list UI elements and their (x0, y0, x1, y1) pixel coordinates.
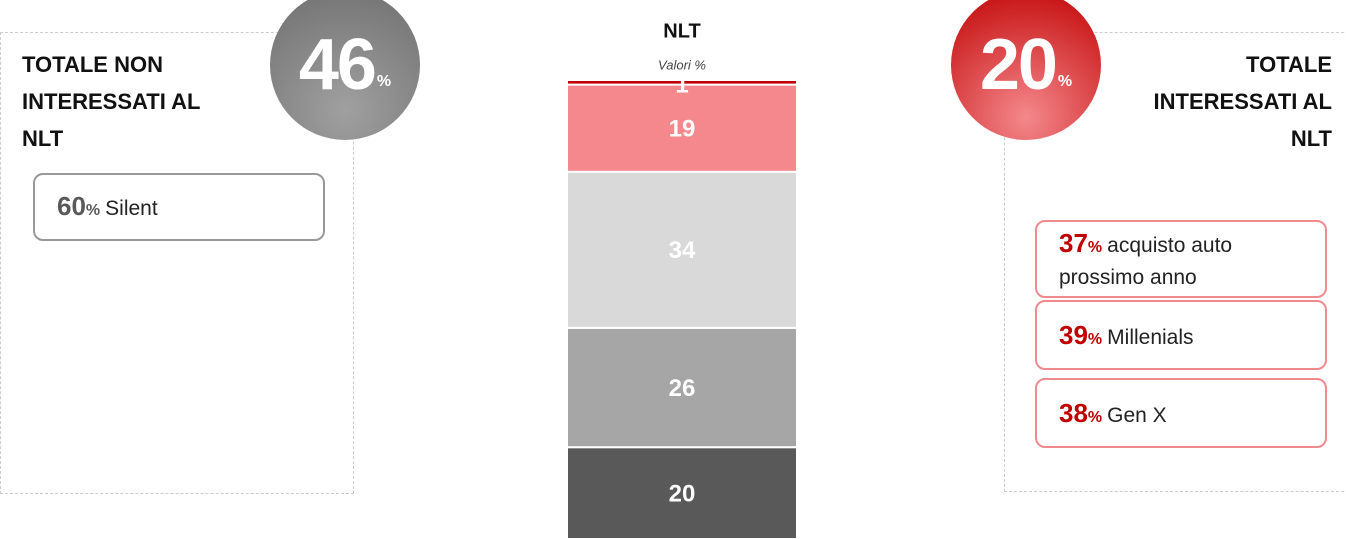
right-item: 38% Gen X (1035, 378, 1327, 448)
right-item: 39% Millenials (1035, 300, 1327, 370)
bar-segment (566, 170, 798, 329)
data-label: 26 (669, 375, 696, 402)
item-label: Millenials (1107, 326, 1194, 349)
item-unit: % (1087, 331, 1103, 348)
chart-title: NLT (663, 20, 700, 42)
left-heading: TOTALE NON INTERESSATI AL NLT (22, 52, 201, 151)
item-value: 38 (1059, 398, 1088, 428)
left-panel (0, 32, 354, 494)
right-circle: 20% (951, 0, 1101, 140)
bar-segment (566, 79, 798, 86)
data-label: 20 (669, 480, 696, 507)
right-heading: TOTALE INTERESSATI AL NLT (1153, 52, 1332, 151)
item-unit: % (1087, 239, 1103, 256)
item-label: acquisto auto prossimo anno (1059, 234, 1233, 289)
bar-segment (566, 446, 798, 539)
item-value: 39 (1059, 320, 1088, 350)
left-item: 60% Silent (33, 173, 325, 241)
bar-segment (566, 83, 798, 173)
item-label: Gen X (1107, 404, 1167, 427)
item-unit: % (1087, 409, 1103, 426)
right-panel (1004, 32, 1346, 492)
chart-subtitle: Valori % (658, 57, 706, 72)
right-item: 37% acquisto auto prossimo anno (1035, 220, 1327, 298)
left-circle: 46% (270, 0, 420, 140)
item-value: 37 (1059, 228, 1088, 258)
circle-unit: % (1057, 73, 1073, 90)
bar-segment (566, 326, 798, 449)
circle-value: 20 (979, 25, 1058, 105)
data-label: 19 (669, 116, 696, 143)
data-label: 1 (675, 71, 688, 98)
item-value: 60 (57, 191, 86, 221)
circle-unit: % (376, 73, 392, 90)
data-label: 34 (669, 237, 696, 264)
item-unit: % (85, 202, 101, 219)
circle-value: 46 (298, 25, 377, 105)
item-label: Silent (105, 197, 158, 220)
